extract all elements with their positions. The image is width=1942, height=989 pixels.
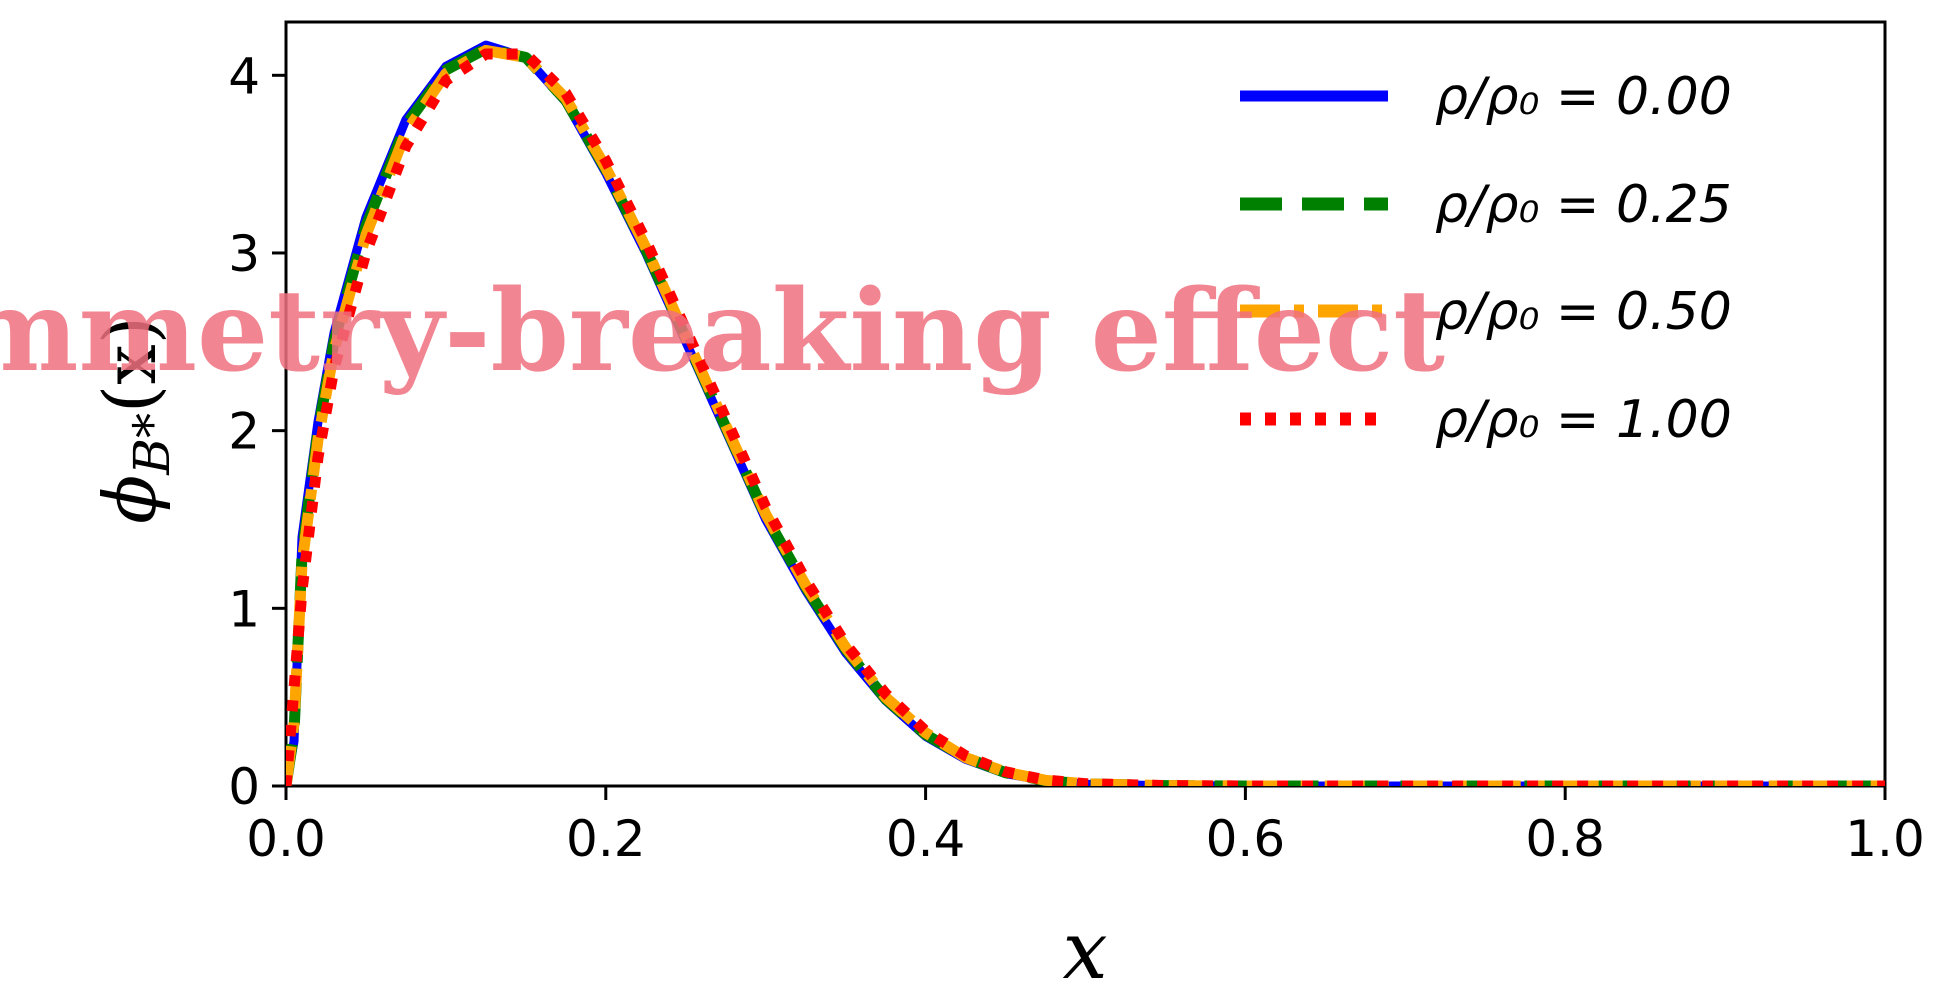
x-tick-label: 0.0 <box>246 810 326 868</box>
x-tick-label: 1.0 <box>1845 810 1925 868</box>
x-tick-label: 0.6 <box>1206 810 1286 868</box>
y-axis-label-phi: ϕ <box>88 475 172 524</box>
y-axis-label: ϕB*(x) <box>88 316 181 524</box>
legend-label-1: ρ/ρ₀ = 0.25 <box>1435 175 1732 235</box>
overlay-watermark-text: mmetry-breaking effect <box>0 266 1445 397</box>
x-axis-ticks: 0.0 0.2 0.4 0.6 0.8 1.0 <box>246 786 1925 868</box>
legend-label-2: ρ/ρ₀ = 0.50 <box>1435 282 1732 342</box>
series-layer <box>286 40 1885 786</box>
y-tick-label: 1 <box>228 580 260 638</box>
y-tick-label: 4 <box>228 47 260 105</box>
legend: ρ/ρ₀ = 0.00 ρ/ρ₀ = 0.25 ρ/ρ₀ = 0.50 ρ/ρ₀ = … <box>1240 67 1732 450</box>
y-axis-ticks: 0 1 2 3 4 <box>228 47 286 816</box>
y-tick-label: 3 <box>228 225 260 283</box>
x-tick-label: 0.4 <box>886 810 966 868</box>
legend-label-3: ρ/ρ₀ = 1.00 <box>1435 390 1732 450</box>
y-tick-label: 0 <box>228 758 260 816</box>
legend-label-0: ρ/ρ₀ = 0.00 <box>1435 67 1732 127</box>
y-axis-label-sub: B* <box>123 413 181 476</box>
x-axis-label: x <box>1062 904 1107 989</box>
y-axis-label-arg: (x) <box>88 316 172 413</box>
series-line-3 <box>286 48 1885 786</box>
y-tick-label: 2 <box>228 403 260 461</box>
x-tick-label: 0.8 <box>1525 810 1605 868</box>
x-tick-label: 0.2 <box>566 810 646 868</box>
